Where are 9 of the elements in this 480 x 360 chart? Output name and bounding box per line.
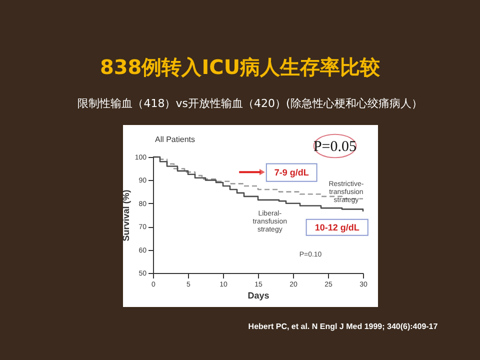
y-axis-title: Survival (%) [120, 190, 131, 242]
text: P=0.05 [313, 139, 357, 155]
chart-subtitle: 限制性输血（418）vs开放性输血（420）(除急性心梗和心绞痛病人） [78, 97, 422, 110]
text: Hebert PC, et al. N Engl J Med 1999; 340(6):409-17 [248, 322, 438, 331]
annotation: 7-9 g/dL [274, 168, 310, 178]
annotation: 10-12 g/dL [314, 222, 360, 233]
text: All Patients [154, 135, 196, 144]
x-axis-title: Days [248, 290, 270, 300]
chart-title: 838例转入ICU病人生存率比较 [100, 55, 382, 79]
